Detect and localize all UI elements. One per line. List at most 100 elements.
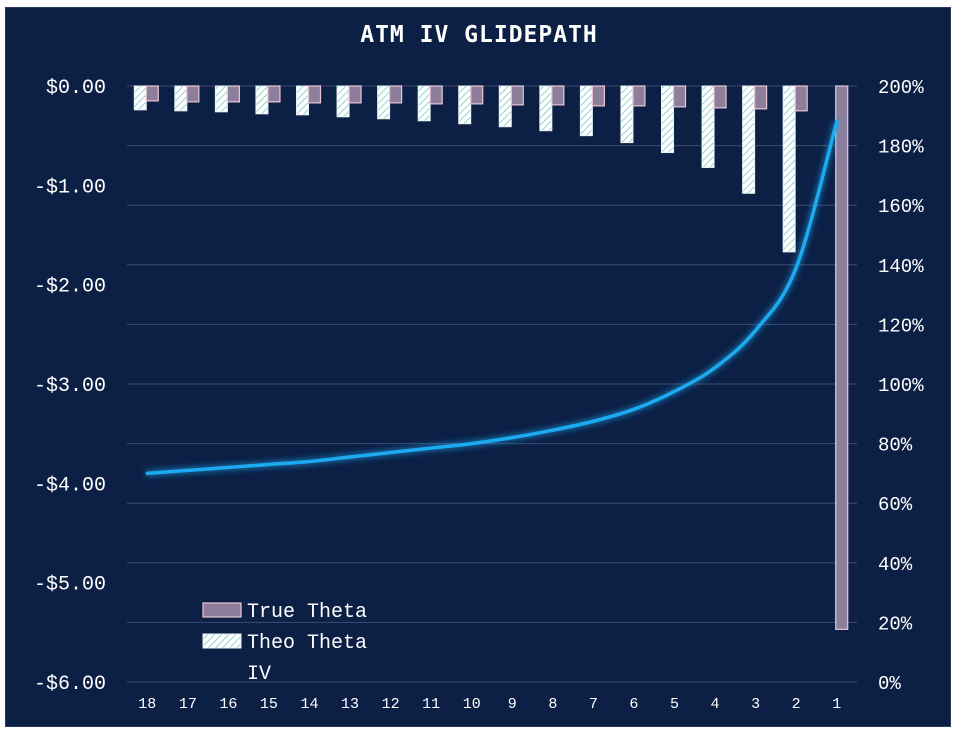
iv-point xyxy=(146,472,149,475)
true-theta-bar xyxy=(470,85,484,105)
iv-point xyxy=(429,446,433,450)
iv-point xyxy=(511,436,514,439)
y-right-tick-label: 160% xyxy=(878,196,924,218)
axis-labels: $0.00 -$1.00 -$2.00 -$3.00 -$4.00 -$5.00 -$6.0… xyxy=(34,77,924,713)
true-theta-bar xyxy=(429,85,443,105)
legend-swatch-true-theta xyxy=(202,602,242,618)
y-left-tick-label: -$5.00 xyxy=(34,574,106,597)
theo-theta-bar xyxy=(417,85,431,122)
true-theta-bar xyxy=(794,85,808,112)
y-right-tick-label: 40% xyxy=(878,554,913,576)
bars xyxy=(133,85,849,630)
iv-point xyxy=(713,366,717,369)
iv-line xyxy=(145,120,839,476)
y-left-tick-label: $0.00 xyxy=(46,77,106,100)
x-tick-label: 1 xyxy=(832,696,841,713)
y-right-tick-label: 20% xyxy=(878,613,913,635)
theo-theta-bar xyxy=(579,85,593,137)
x-tick-label: 7 xyxy=(589,696,598,713)
y-right-tick-label: 200% xyxy=(878,77,924,99)
true-theta-bar xyxy=(267,85,281,103)
true-theta-bar xyxy=(389,85,403,104)
true-theta-bar xyxy=(835,85,849,630)
iv-point xyxy=(267,463,271,466)
legend-label: True Theta xyxy=(247,601,367,624)
iv-point xyxy=(551,428,555,432)
theo-theta-bar xyxy=(377,85,391,120)
true-theta-bar xyxy=(632,85,646,107)
x-tick-label: 18 xyxy=(138,696,156,713)
y-left-tick-label: -$3.00 xyxy=(34,375,106,398)
y-left-tick-label: -$2.00 xyxy=(34,276,106,299)
theo-theta-bar xyxy=(458,85,472,125)
iv-point xyxy=(673,390,676,393)
theo-theta-bar xyxy=(742,85,756,194)
theo-theta-bar xyxy=(296,85,309,116)
x-tick-label: 15 xyxy=(260,696,278,713)
x-tick-label: 14 xyxy=(300,696,318,713)
x-tick-label: 11 xyxy=(422,696,440,713)
iv-point xyxy=(592,420,595,423)
x-tick-label: 16 xyxy=(219,696,237,713)
iv-point xyxy=(348,455,352,459)
iv-point xyxy=(308,460,311,463)
y-right-tick-label: 120% xyxy=(878,315,924,337)
y-left-tick-label: -$1.00 xyxy=(34,176,106,199)
iv-point xyxy=(227,466,230,469)
true-theta-bar xyxy=(226,85,240,103)
y-right-tick-label: 0% xyxy=(878,673,901,695)
iv-point xyxy=(835,120,838,123)
theo-theta-bar xyxy=(255,85,269,115)
x-tick-label: 9 xyxy=(508,696,517,713)
theo-theta-bar xyxy=(539,85,553,132)
x-tick-label: 13 xyxy=(341,696,359,713)
x-tick-label: 4 xyxy=(711,696,720,713)
legend-swatch-theo-theta xyxy=(202,633,242,649)
x-tick-label: 8 xyxy=(548,696,557,713)
x-tick-label: 2 xyxy=(792,696,801,713)
y-right-tick-label: 100% xyxy=(878,375,924,397)
iv-point xyxy=(186,469,190,472)
true-theta-bar xyxy=(672,85,687,108)
theo-theta-bar xyxy=(133,85,147,111)
theo-theta-bar xyxy=(498,85,512,128)
iv-point xyxy=(470,442,473,445)
x-tick-label: 17 xyxy=(179,696,197,713)
true-theta-bar xyxy=(754,85,768,110)
theo-theta-bar xyxy=(214,85,228,113)
true-theta-bar xyxy=(510,85,524,106)
true-theta-bar xyxy=(145,85,159,102)
theo-theta-bar xyxy=(336,85,350,118)
x-tick-label: 12 xyxy=(382,696,400,713)
theo-theta-bar xyxy=(701,85,715,168)
iv-point xyxy=(794,266,798,269)
y-right-tick-label: 60% xyxy=(878,494,913,516)
true-theta-bar xyxy=(551,85,565,106)
y-right-tick-label: 80% xyxy=(878,435,913,457)
y-left-tick-label: -$4.00 xyxy=(34,474,106,497)
theo-theta-bar xyxy=(661,85,674,154)
x-tick-label: 6 xyxy=(629,696,638,713)
theo-theta-bar xyxy=(782,85,796,253)
theo-theta-bar xyxy=(620,85,634,144)
y-left-tick-label: -$6.00 xyxy=(34,673,106,696)
y-right-tick-label: 140% xyxy=(878,256,924,278)
y-right-tick-label: 180% xyxy=(878,137,924,159)
iv-point xyxy=(389,451,392,454)
x-tick-label: 10 xyxy=(463,696,481,713)
iv-point xyxy=(754,329,757,332)
true-theta-bar xyxy=(186,85,200,103)
true-theta-bar xyxy=(713,85,727,109)
theo-theta-bar xyxy=(174,85,188,112)
legend-label: IV xyxy=(247,663,271,686)
x-tick-label: 5 xyxy=(670,696,679,713)
legend: True Theta Theo Theta IV xyxy=(202,601,367,686)
x-tick-label: 3 xyxy=(751,696,760,713)
true-theta-bar xyxy=(348,85,362,104)
chart-title: ATM IV GLIDEPATH xyxy=(360,22,598,48)
true-theta-bar xyxy=(307,85,322,104)
gridlines xyxy=(127,85,857,683)
iv-point xyxy=(632,408,636,411)
legend-label: Theo Theta xyxy=(247,632,367,655)
